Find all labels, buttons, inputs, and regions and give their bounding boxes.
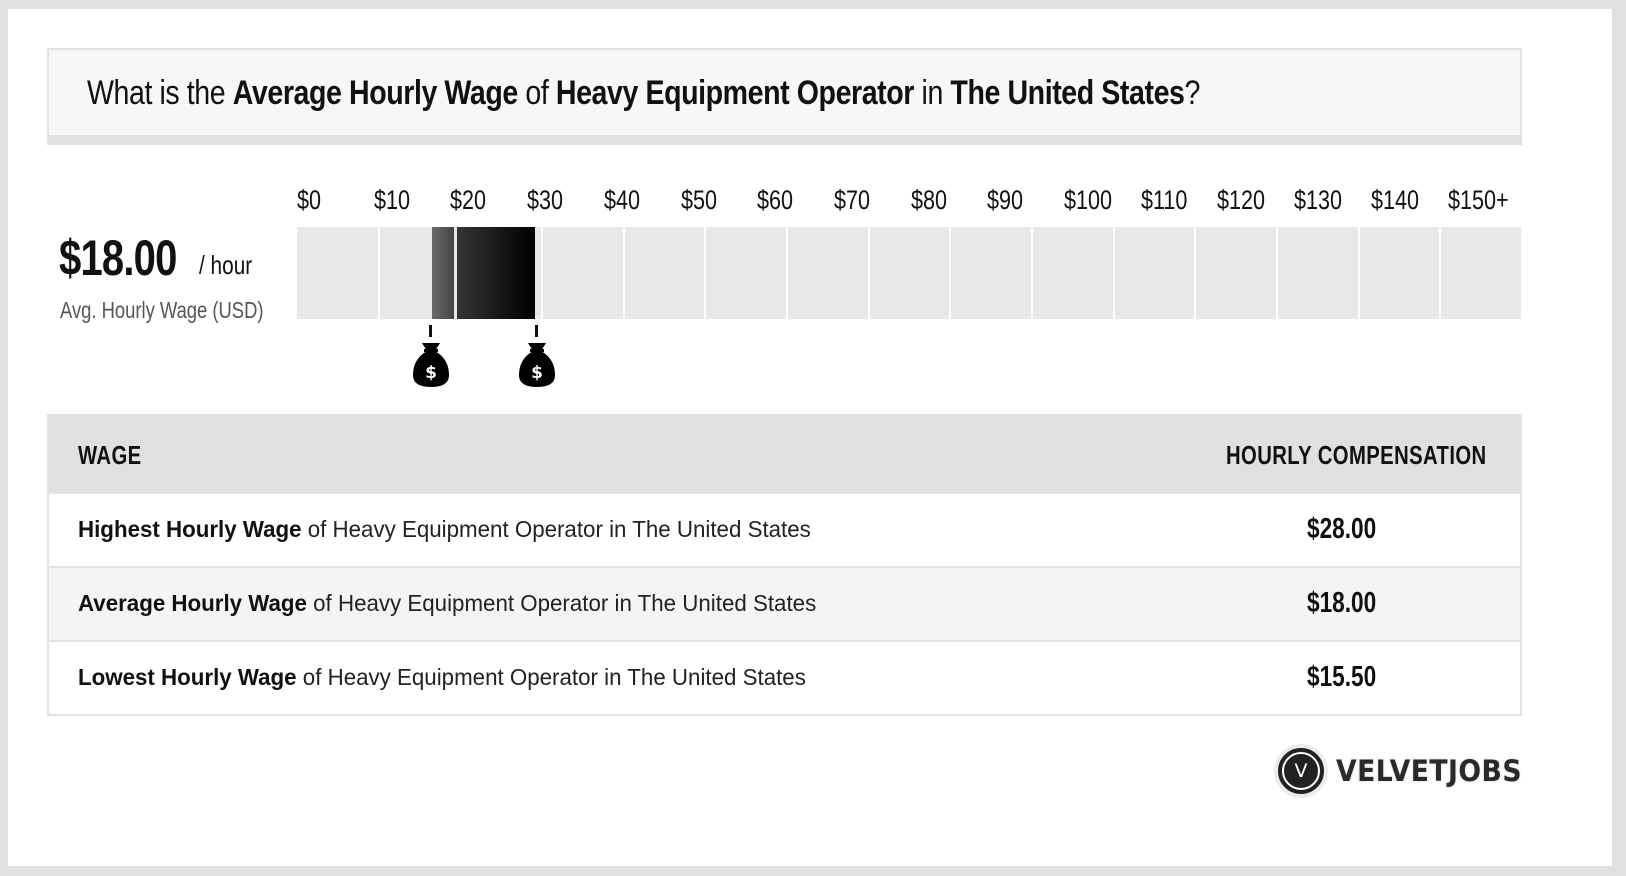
bar-segment (951, 227, 1031, 319)
title-metric: Average Hourly Wage (232, 74, 519, 112)
axis-tick-label: $20 (450, 185, 487, 215)
table-row: Highest Hourly Wage of Heavy Equipment O… (49, 492, 1520, 566)
table-row: Average Hourly Wage of Heavy Equipment O… (49, 566, 1520, 640)
header-hourly-compensation: HOURLY COMPENSATION (1226, 440, 1487, 470)
bar-segment (1359, 227, 1440, 319)
bar-segment (788, 227, 868, 319)
row-value: $28.00 (1307, 513, 1377, 545)
axis-tick-label: $110 (1140, 185, 1188, 215)
wage-range-bar (297, 227, 1522, 319)
title-location: The United States (950, 74, 1185, 112)
row-label: Highest Hourly Wage of Heavy Equipment O… (78, 516, 811, 543)
marker-tick (428, 325, 432, 337)
average-wage-value: $18.00 (59, 230, 177, 286)
axis-tick-label: $150+ (1447, 185, 1509, 215)
bar-segment (297, 227, 378, 319)
average-wage-caption: Avg. Hourly Wage (USD) (60, 297, 264, 323)
page-title: What is the Average Hourly Wage of Heavy… (87, 74, 1200, 113)
logo-mark-icon: V (1274, 744, 1328, 798)
bar-segment (1114, 227, 1195, 319)
axis-tick-label: $40 (603, 185, 640, 215)
axis-tick-label: $100 (1064, 185, 1113, 215)
row-label-bold: Lowest Hourly Wage (78, 664, 297, 690)
row-value: $15.50 (1307, 661, 1377, 693)
row-label-rest: of Heavy Equipment Operator in The Unite… (301, 516, 811, 542)
bar-segment (1441, 227, 1521, 319)
wage-axis: $0 $10 $20 $30 $40 $50 $60 $70 $80 $90 $100 $110 $12… (297, 185, 1522, 225)
table-header: WAGE HOURLY COMPENSATION (49, 414, 1520, 492)
title-prefix: What is the (87, 74, 233, 112)
range-band-high (457, 227, 535, 319)
row-label: Average Hourly Wage of Heavy Equipment O… (78, 590, 816, 617)
axis-tick-label: $90 (987, 185, 1024, 215)
velvetjobs-logo: V VELVETJOBS (1274, 744, 1538, 798)
average-summary: $18.00 / hour (59, 229, 252, 287)
axis-tick-label: $30 (527, 185, 564, 215)
bar-segment (624, 227, 705, 319)
row-label-bold: Highest Hourly Wage (78, 516, 302, 542)
row-label: Lowest Hourly Wage of Heavy Equipment Op… (78, 664, 806, 691)
axis-tick-label: $130 (1294, 185, 1343, 215)
svg-text:$: $ (531, 363, 543, 383)
bar-segment (543, 227, 623, 319)
title-job: Heavy Equipment Operator (555, 74, 915, 112)
marker-tick (534, 325, 538, 337)
bar-segment (869, 227, 950, 319)
title-suffix: ? (1184, 74, 1201, 112)
marker-highest: $ (517, 325, 557, 395)
axis-tick-label: $70 (833, 185, 870, 215)
average-wage-unit: / hour (199, 250, 253, 280)
bar-segment (1033, 227, 1113, 319)
bar-segment (706, 227, 786, 319)
title-in: in (914, 74, 951, 112)
bar-segment (1278, 227, 1358, 319)
range-band-low (431, 227, 454, 319)
row-label-rest: of Heavy Equipment Operator in The Unite… (296, 664, 806, 690)
wage-table: WAGE HOURLY COMPENSATION Highest Hourly … (47, 414, 1522, 716)
row-label-rest: of Heavy Equipment Operator in The Unite… (306, 590, 817, 616)
title-box: What is the Average Hourly Wage of Heavy… (47, 48, 1522, 145)
axis-tick-label: $60 (757, 185, 794, 215)
infographic-card: What is the Average Hourly Wage of Heavy… (8, 9, 1612, 866)
table-row: Lowest Hourly Wage of Heavy Equipment Op… (49, 640, 1520, 714)
axis-tick-label: $0 (297, 185, 322, 215)
marker-lowest: $ (411, 325, 451, 395)
axis-tick-label: $80 (910, 185, 947, 215)
axis-tick-label: $10 (373, 185, 410, 215)
title-of: of (517, 74, 556, 112)
logo-mark-letter: V (1294, 760, 1308, 782)
logo-text: VELVETJOBS (1336, 754, 1523, 788)
row-label-bold: Average Hourly Wage (78, 590, 307, 616)
bar-segment (1196, 227, 1276, 319)
axis-tick-label: $120 (1217, 185, 1266, 215)
axis-tick-label: $50 (680, 185, 717, 215)
svg-text:$: $ (425, 363, 437, 383)
row-value: $18.00 (1307, 587, 1377, 619)
axis-tick-label: $140 (1370, 185, 1419, 215)
header-wage: WAGE (78, 440, 142, 470)
